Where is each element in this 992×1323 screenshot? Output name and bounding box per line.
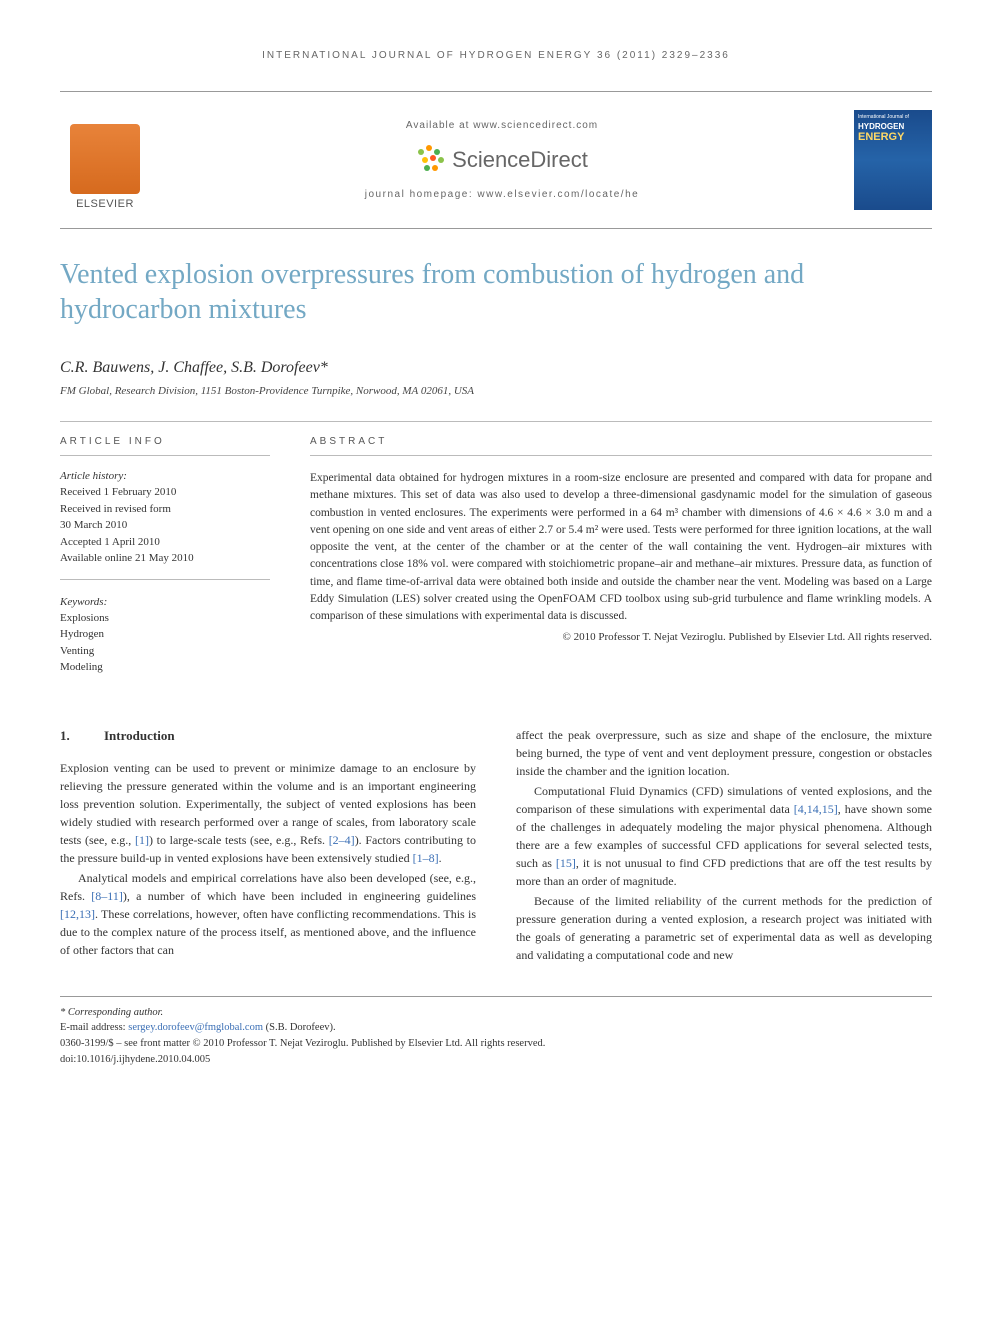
reference-link[interactable]: [12,13]	[60, 907, 95, 921]
corresponding-author-note: * Corresponding author.	[60, 1005, 932, 1021]
abstract-copyright: © 2010 Professor T. Nejat Veziroglu. Pub…	[310, 631, 932, 643]
paragraph: Analytical models and empirical correlat…	[60, 869, 476, 959]
abstract-text: Experimental data obtained for hydrogen …	[310, 470, 932, 625]
reference-link[interactable]: [15]	[556, 856, 576, 870]
footnotes: * Corresponding author. E-mail address: …	[60, 996, 932, 1068]
running-head: INTERNATIONAL JOURNAL OF HYDROGEN ENERGY…	[60, 50, 932, 61]
body-column-left: 1.Introduction Explosion venting can be …	[60, 726, 476, 966]
reference-link[interactable]: [8–11]	[91, 889, 123, 903]
history-item: Available online 21 May 2010	[60, 550, 270, 567]
elsevier-tree-icon	[70, 124, 140, 194]
keywords-label: Keywords:	[60, 596, 270, 608]
paragraph: Computational Fluid Dynamics (CFD) simul…	[516, 782, 932, 890]
text-run: , it is not unusual to find CFD predicti…	[516, 856, 932, 888]
article-info-label: ARTICLE INFO	[60, 436, 270, 456]
text-run: .	[439, 851, 442, 865]
sciencedirect-dots-icon	[416, 145, 446, 175]
authors: C.R. Bauwens, J. Chaffee, S.B. Dorofeev*	[60, 359, 932, 377]
affiliation: FM Global, Research Division, 1151 Bosto…	[60, 385, 932, 397]
history-item: 30 March 2010	[60, 517, 270, 534]
paragraph: Explosion venting can be used to prevent…	[60, 759, 476, 867]
article-info-sidebar: ARTICLE INFO Article history: Received 1…	[60, 436, 270, 676]
text-run: ) to large-scale tests (see, e.g., Refs.	[149, 833, 329, 847]
section-title: Introduction	[104, 728, 175, 743]
journal-cover-thumbnail: International Journal of HYDROGEN ENERGY	[854, 110, 932, 210]
history-label: Article history:	[60, 470, 270, 482]
sciencedirect-logo: ScienceDirect	[416, 145, 588, 175]
journal-header: ELSEVIER Available at www.sciencedirect.…	[60, 91, 932, 229]
body-column-right: affect the peak overpressure, such as si…	[516, 726, 932, 966]
section-number: 1.	[60, 726, 104, 746]
elsevier-label: ELSEVIER	[76, 198, 134, 210]
keyword: Explosions	[60, 610, 270, 627]
history-item: Received 1 February 2010	[60, 484, 270, 501]
reference-link[interactable]: [1]	[135, 833, 149, 847]
text-run: ), a number of which have been included …	[123, 889, 476, 903]
cover-line2: HYDROGEN	[858, 122, 928, 131]
article-title: Vented explosion overpressures from comb…	[60, 257, 932, 327]
front-matter-line: 0360-3199/$ – see front matter © 2010 Pr…	[60, 1036, 932, 1052]
paragraph: Because of the limited reliability of th…	[516, 892, 932, 964]
history-item: Accepted 1 April 2010	[60, 534, 270, 551]
reference-link[interactable]: [1–8]	[413, 851, 439, 865]
cover-line1: International Journal of	[858, 114, 928, 120]
cover-line3: ENERGY	[858, 131, 928, 143]
available-at-text: Available at www.sciencedirect.com	[170, 120, 834, 131]
journal-homepage-text: journal homepage: www.elsevier.com/locat…	[170, 189, 834, 200]
email-line: E-mail address: sergey.dorofeev@fmglobal…	[60, 1020, 932, 1036]
body-two-column: 1.Introduction Explosion venting can be …	[60, 726, 932, 966]
abstract-column: ABSTRACT Experimental data obtained for …	[310, 436, 932, 676]
history-item: Received in revised form	[60, 501, 270, 518]
keyword: Venting	[60, 643, 270, 660]
elsevier-logo: ELSEVIER	[60, 110, 150, 210]
reference-link[interactable]: [4,14,15]	[794, 802, 838, 816]
paragraph: affect the peak overpressure, such as si…	[516, 726, 932, 780]
doi-line: doi:10.1016/j.ijhydene.2010.04.005	[60, 1052, 932, 1068]
section-heading: 1.Introduction	[60, 726, 476, 746]
keyword: Modeling	[60, 659, 270, 676]
keyword: Hydrogen	[60, 626, 270, 643]
email-label: E-mail address:	[60, 1022, 128, 1033]
email-link[interactable]: sergey.dorofeev@fmglobal.com	[128, 1022, 263, 1033]
sciencedirect-text: ScienceDirect	[452, 147, 588, 173]
email-tail: (S.B. Dorofeev).	[263, 1022, 336, 1033]
text-run: . These correlations, however, often hav…	[60, 907, 476, 957]
reference-link[interactable]: [2–4]	[329, 833, 355, 847]
abstract-label: ABSTRACT	[310, 436, 932, 456]
